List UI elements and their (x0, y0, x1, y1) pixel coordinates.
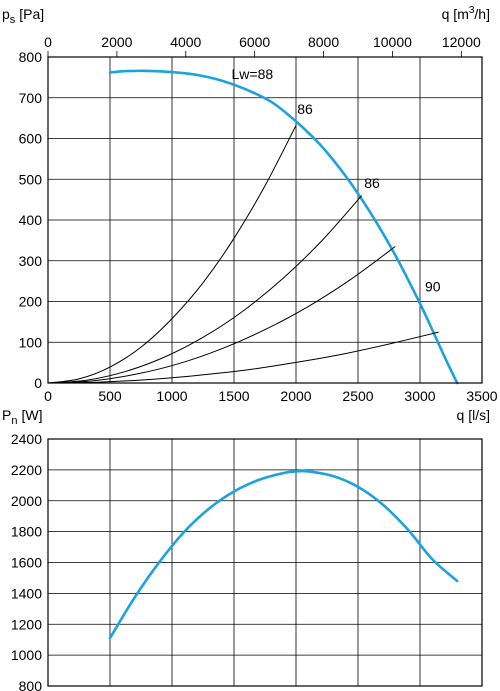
pressure-tick-label: 100 (19, 334, 43, 350)
power-tick-labels: 800 1000 1200 1400 1600 1800 2000 2200 2400 (11, 431, 42, 691)
power-grid (47, 438, 483, 687)
volume-flow-axis-label: q [m3/h] (442, 5, 490, 22)
pressure-tick-label: 500 (19, 171, 43, 187)
power-tick-label: 1000 (11, 647, 42, 663)
sound-power-label: 86 (297, 101, 313, 117)
fan-pressure-curve (108, 69, 459, 385)
power-series (108, 469, 459, 640)
volume-flow-tick-label: 4000 (170, 34, 201, 50)
system-resistance-curve (47, 195, 363, 384)
volume-flow-tick-label: 10000 (373, 34, 412, 50)
airflow-tick-label: 0 (44, 388, 52, 404)
system-resistance-curve (47, 246, 396, 384)
sound-power-label: 90 (425, 278, 441, 294)
power-axis-label: Pn [W] (2, 407, 42, 427)
pressure-series (47, 69, 459, 385)
airflow-axis-label: q [l/s] (457, 407, 490, 423)
airflow-tick-label: 3500 (466, 388, 497, 404)
airflow-tick-label: 500 (98, 388, 122, 404)
power-plot-frame (47, 438, 483, 687)
power-tick-label: 2400 (11, 431, 42, 447)
volume-flow-tick-label: 6000 (239, 34, 270, 50)
volume-flow-tick-label: 8000 (308, 34, 339, 50)
power-tick-label: 2000 (11, 493, 42, 509)
power-tick-label: 2200 (11, 462, 42, 478)
power-curve (108, 469, 459, 640)
system-resistance-curve (47, 125, 297, 384)
pressure-tick-label: 200 (19, 294, 43, 310)
pressure-annotations: Lw=88 86 86 90 (232, 66, 441, 294)
volume-flow-tick-label: 0 (44, 34, 52, 50)
volume-flow-tick-label: 2000 (101, 34, 132, 50)
airflow-tick-label: 2500 (342, 388, 373, 404)
pressure-grid (47, 56, 483, 384)
airflow-tick-label: 1500 (218, 388, 249, 404)
pressure-tick-label: 700 (19, 90, 43, 106)
power-tick-label: 800 (19, 678, 43, 691)
pressure-axis-label: ps [Pa] (2, 6, 44, 26)
pressure-tick-label: 600 (19, 131, 43, 147)
power-tick-label: 1800 (11, 524, 42, 540)
power-tick-label: 1600 (11, 555, 42, 571)
airflow-tick-label: 3000 (404, 388, 435, 404)
power-tick-label: 1400 (11, 585, 42, 601)
pressure-tick-label: 800 (19, 49, 43, 65)
sound-power-label: 86 (364, 175, 380, 191)
volume-flow-tick-label: 12000 (442, 34, 481, 50)
airflow-tick-label: 2000 (280, 388, 311, 404)
system-resistance-curve (47, 331, 439, 384)
pressure-tick-label: 400 (19, 212, 43, 228)
pressure-tick-label: 0 (34, 375, 42, 391)
power-tick-label: 1200 (11, 616, 42, 632)
pressure-tick-labels: 0 500 1000 1500 2000 2500 3000 3500 0 100 200 300 40… (19, 34, 498, 404)
pressure-tick-label: 300 (19, 253, 43, 269)
airflow-tick-label: 1000 (156, 388, 187, 404)
pressure-plot-frame (47, 56, 483, 384)
sound-power-label: Lw=88 (232, 66, 274, 82)
power-chart: 800 1000 1200 1400 1600 1800 2000 2200 2400 Pn [W… (2, 407, 483, 691)
pressure-chart: 0 500 1000 1500 2000 2500 3000 3500 0 100 200 300 40… (2, 5, 498, 423)
